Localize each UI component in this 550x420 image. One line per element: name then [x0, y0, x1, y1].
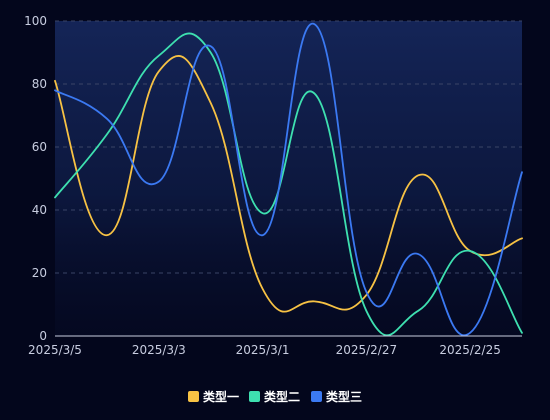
- legend-label: 类型一: [203, 389, 239, 404]
- legend-item-2[interactable]: 类型二: [249, 389, 300, 404]
- x-tick-label: 2025/3/5: [28, 343, 82, 357]
- y-tick-label: 80: [32, 77, 47, 91]
- legend-label: 类型二: [264, 389, 300, 404]
- series-layer: [54, 23, 523, 337]
- plot-background: [55, 21, 522, 336]
- y-tick-label: 100: [24, 14, 47, 28]
- y-tick-label: 0: [39, 329, 47, 343]
- y-tick-label: 20: [32, 266, 47, 280]
- legend-swatch: [311, 391, 322, 402]
- legend: 类型一 类型二 类型三: [188, 389, 362, 404]
- series-line-1: [54, 55, 523, 313]
- legend-item-3[interactable]: 类型三: [311, 389, 362, 404]
- legend-label: 类型三: [326, 389, 362, 404]
- axis-layer: 0 20 40 60 80 100 2025/3/5 2025/3/3 2025/3/1 2025…: [24, 14, 522, 357]
- series-line-3: [54, 23, 523, 337]
- y-tick-label: 60: [32, 140, 47, 154]
- y-tick-label: 40: [32, 203, 47, 217]
- legend-swatch: [188, 391, 199, 402]
- x-tick-label: 2025/2/25: [439, 343, 501, 357]
- plot-area: [55, 21, 522, 336]
- x-tick-label: 2025/3/3: [132, 343, 186, 357]
- x-tick-label: 2025/3/1: [236, 343, 290, 357]
- x-tick-label: 2025/2/27: [336, 343, 398, 357]
- legend-swatch: [249, 391, 260, 402]
- legend-item-1[interactable]: 类型一: [188, 389, 239, 404]
